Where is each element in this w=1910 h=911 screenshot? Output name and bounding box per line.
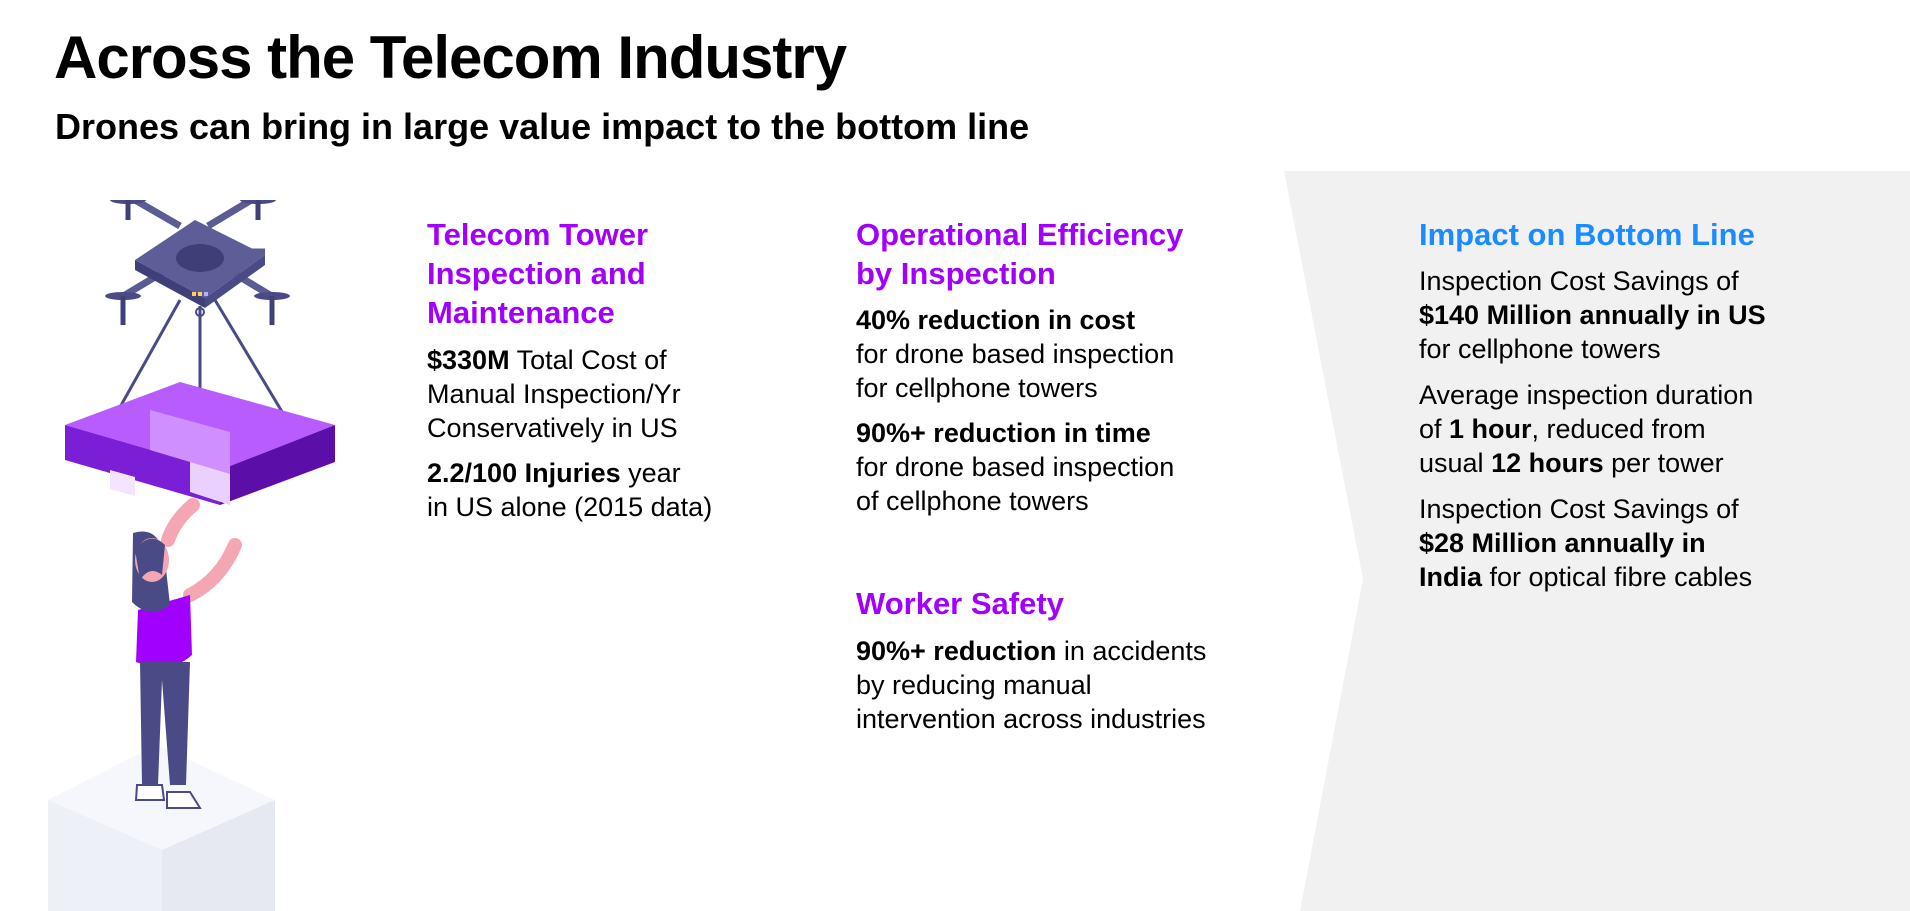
operational-efficiency-heading: Operational Efficiency by Inspection (856, 215, 1276, 293)
injuries-text: 2.2/100 Injuries year in US alone (2015 … (427, 456, 787, 524)
injuries-value: 2.2/100 Injuries (427, 458, 621, 488)
accidents-reduction-value: 90%+ reduction (856, 636, 1057, 666)
heading-line: Operational Efficiency (856, 217, 1184, 252)
heading-line: Telecom Tower (427, 217, 649, 252)
text-span: for drone based inspection (856, 452, 1175, 482)
cost-reduction-value: 40% reduction in cost (856, 305, 1136, 335)
col-worker-safety: Worker Safety 90%+ reduction in accident… (856, 584, 1276, 736)
manual-cost-text: $330M Total Cost of Manual Inspection/Yr… (427, 343, 787, 445)
text-span: in US alone (2015 data) (427, 492, 713, 522)
duration-value: 1 hour (1449, 414, 1532, 444)
person-icon (132, 498, 242, 809)
us-savings-value: $140 Million annually in US (1419, 300, 1766, 330)
cost-reduction-text: 40% reduction in cost for drone based in… (856, 303, 1276, 405)
text-span: of cellphone towers (856, 486, 1089, 516)
text-span: for optical fibre cables (1482, 562, 1753, 592)
heading-line: Inspection and (427, 256, 646, 291)
accidents-reduction-text: 90%+ reduction in accidents by reducing … (856, 634, 1276, 736)
pedestal-icon (48, 745, 275, 911)
manual-cost-value: $330M (427, 345, 510, 375)
text-span: by reducing manual (856, 670, 1092, 700)
india-savings-text: Inspection Cost Savings of $28 Million a… (1419, 492, 1859, 594)
impact-heading: Impact on Bottom Line (1419, 217, 1755, 252)
text-span: , reduced from (1531, 414, 1706, 444)
page-subtitle: Drones can bring in large value impact t… (55, 106, 1030, 147)
text-span: of (1419, 414, 1450, 444)
usual-duration-value: 12 hours (1491, 448, 1604, 478)
text-span: for drone based inspection (856, 339, 1175, 369)
text-span: Manual Inspection/Yr (427, 379, 681, 409)
text-span: Average inspection duration (1419, 380, 1754, 410)
drone-delivery-illustration (48, 200, 335, 911)
heading-line: Maintenance (427, 295, 615, 330)
india-savings-country: India (1419, 562, 1483, 592)
inspection-duration-text: Average inspection duration of 1 hour, r… (1419, 378, 1859, 480)
worker-safety-heading: Worker Safety (856, 586, 1064, 621)
india-savings-value: $28 Million annually in (1419, 528, 1706, 558)
package-icon (65, 382, 335, 505)
col-tower-inspection: Telecom Tower Inspection and Maintenance… (427, 215, 787, 524)
text-span: Total Cost of (509, 345, 667, 375)
text-span: intervention across industries (856, 704, 1206, 734)
text-span: Conservatively in US (427, 413, 678, 443)
us-savings-text: Inspection Cost Savings of $140 Million … (1419, 264, 1859, 366)
text-span: Inspection Cost Savings of (1419, 494, 1739, 524)
drone-icon (105, 200, 292, 440)
text-span: in accidents (1056, 636, 1207, 666)
col-impact-bottom-line: Impact on Bottom Line Inspection Cost Sa… (1419, 215, 1859, 594)
text-span: for cellphone towers (856, 373, 1098, 403)
text-span: per tower (1603, 448, 1724, 478)
page-title: Across the Telecom Industry (54, 24, 847, 91)
text-span: for cellphone towers (1419, 334, 1661, 364)
heading-line: by Inspection (856, 256, 1056, 291)
tower-inspection-heading: Telecom Tower Inspection and Maintenance (427, 215, 787, 332)
col-operational-efficiency: Operational Efficiency by Inspection 40%… (856, 215, 1276, 518)
text-span: usual (1419, 448, 1492, 478)
text-span: Inspection Cost Savings of (1419, 266, 1739, 296)
time-reduction-text: 90%+ reduction in time for drone based i… (856, 416, 1276, 518)
time-reduction-value: 90%+ reduction in time (856, 418, 1151, 448)
text-span: year (620, 458, 681, 488)
